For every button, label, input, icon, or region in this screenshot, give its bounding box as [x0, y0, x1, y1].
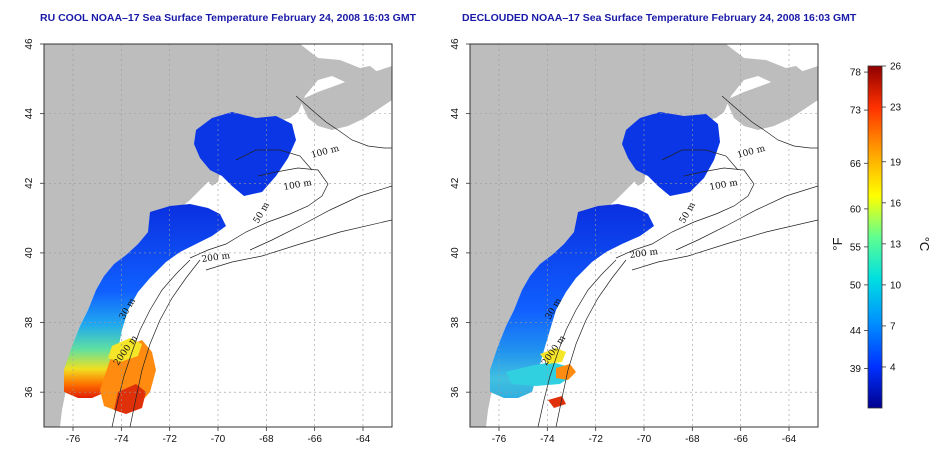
lon-tick-label: -66 — [307, 434, 322, 445]
lat-tick-label: 42 — [450, 177, 461, 189]
lon-tick-label: -68 — [259, 434, 274, 445]
lat-tick-label: 36 — [24, 386, 35, 398]
axis-ticks-right: -76 -74 -72 -70 -68 -66 -64 36 38 40 42 44 46 — [450, 38, 797, 445]
fahrenheit-tick-label: 73 — [850, 106, 862, 117]
celsius-tick-label: 23 — [890, 103, 902, 114]
lat-tick-label: 38 — [24, 317, 35, 329]
celsius-tick-label: 13 — [890, 239, 902, 250]
lat-tick-label: 42 — [24, 177, 35, 189]
bathymetry-contours — [537, 95, 818, 427]
celsius-tick-label: 7 — [890, 321, 896, 332]
celsius-tick-label: 10 — [890, 280, 902, 291]
lat-tick-label: 36 — [450, 386, 461, 398]
celsius-tick-label: 19 — [890, 157, 902, 168]
grid-left — [44, 44, 392, 427]
colorbar-ticks: 26 23 19 16 13 10 7 4 78 73 66 60 55 50 44 39 — [850, 62, 902, 375]
celsius-tick-label: 16 — [890, 198, 902, 209]
panel-title-right: DECLOUDED NOAA–17 Sea Surface Temperatur… — [462, 12, 857, 24]
fahrenheit-tick-label: 50 — [850, 280, 862, 291]
lon-tick-label: -64 — [356, 434, 371, 445]
lon-tick-label: -68 — [685, 434, 700, 445]
sst-shelf — [64, 204, 226, 398]
lon-tick-label: -72 — [162, 434, 177, 445]
axis-ticks-left: -76 -74 -72 -70 -68 -66 -64 36 38 40 42 44 46 — [24, 38, 371, 445]
colorbar-fahrenheit-label: °F — [830, 237, 845, 250]
bathymetry-contours — [111, 95, 392, 427]
sst-gulf-of-maine — [622, 112, 720, 196]
celsius-tick-label: 4 — [890, 362, 896, 373]
lon-tick-label: -76 — [66, 434, 81, 445]
sst-warm-patch — [556, 364, 576, 380]
cape-cod — [206, 170, 220, 186]
fahrenheit-tick-label: 55 — [850, 242, 862, 253]
lon-tick-label: -64 — [782, 434, 797, 445]
lon-tick-label: -72 — [588, 434, 603, 445]
lon-tick-label: -66 — [733, 434, 748, 445]
lat-tick-label: 46 — [450, 38, 461, 50]
land-mass — [470, 44, 806, 427]
sst-gulf-of-maine — [194, 112, 296, 196]
sst-cyan-patch — [506, 362, 572, 386]
colorbar-celsius-label: °C — [917, 237, 932, 252]
colorbar-gradient — [867, 65, 883, 409]
fahrenheit-tick-label: 60 — [850, 204, 862, 215]
lon-tick-label: -74 — [114, 434, 129, 445]
sst-warmest — [114, 384, 146, 414]
contour-label-200m: 200 m — [629, 247, 659, 261]
panel-title-left: RU COOL NOAA–17 Sea Surface Temperature … — [40, 12, 417, 24]
colorbar: 26 23 19 16 13 10 7 4 78 73 66 60 55 50 44 39 °F °C — [830, 62, 932, 409]
cape-cod — [632, 170, 646, 186]
lat-tick-label: 46 — [24, 38, 35, 50]
lat-tick-label: 38 — [450, 317, 461, 329]
grid-right — [470, 44, 818, 427]
nova-scotia — [726, 66, 818, 130]
fahrenheit-tick-label: 78 — [850, 68, 862, 79]
land-mass — [44, 44, 380, 427]
lon-tick-label: -74 — [540, 434, 555, 445]
lon-tick-label: -76 — [492, 434, 507, 445]
contour-label-100m-b: 100 m — [283, 178, 313, 193]
sst-yellow — [540, 348, 566, 364]
lon-tick-label: -70 — [637, 434, 652, 445]
contour-label-200m: 200 m — [201, 251, 231, 265]
lat-tick-label: 44 — [450, 108, 461, 120]
fahrenheit-tick-label: 44 — [850, 326, 862, 337]
lat-tick-label: 40 — [450, 247, 461, 259]
celsius-tick-label: 26 — [890, 62, 902, 73]
lon-tick-label: -70 — [211, 434, 226, 445]
fahrenheit-tick-label: 39 — [850, 364, 862, 375]
contour-label-100m-b: 100 m — [709, 178, 739, 193]
sst-shelf — [490, 204, 654, 398]
sst-yellow — [108, 338, 142, 362]
fahrenheit-tick-label: 66 — [850, 159, 862, 170]
lat-tick-label: 40 — [24, 247, 35, 259]
lat-tick-label: 44 — [24, 108, 35, 120]
nova-scotia — [300, 66, 392, 130]
